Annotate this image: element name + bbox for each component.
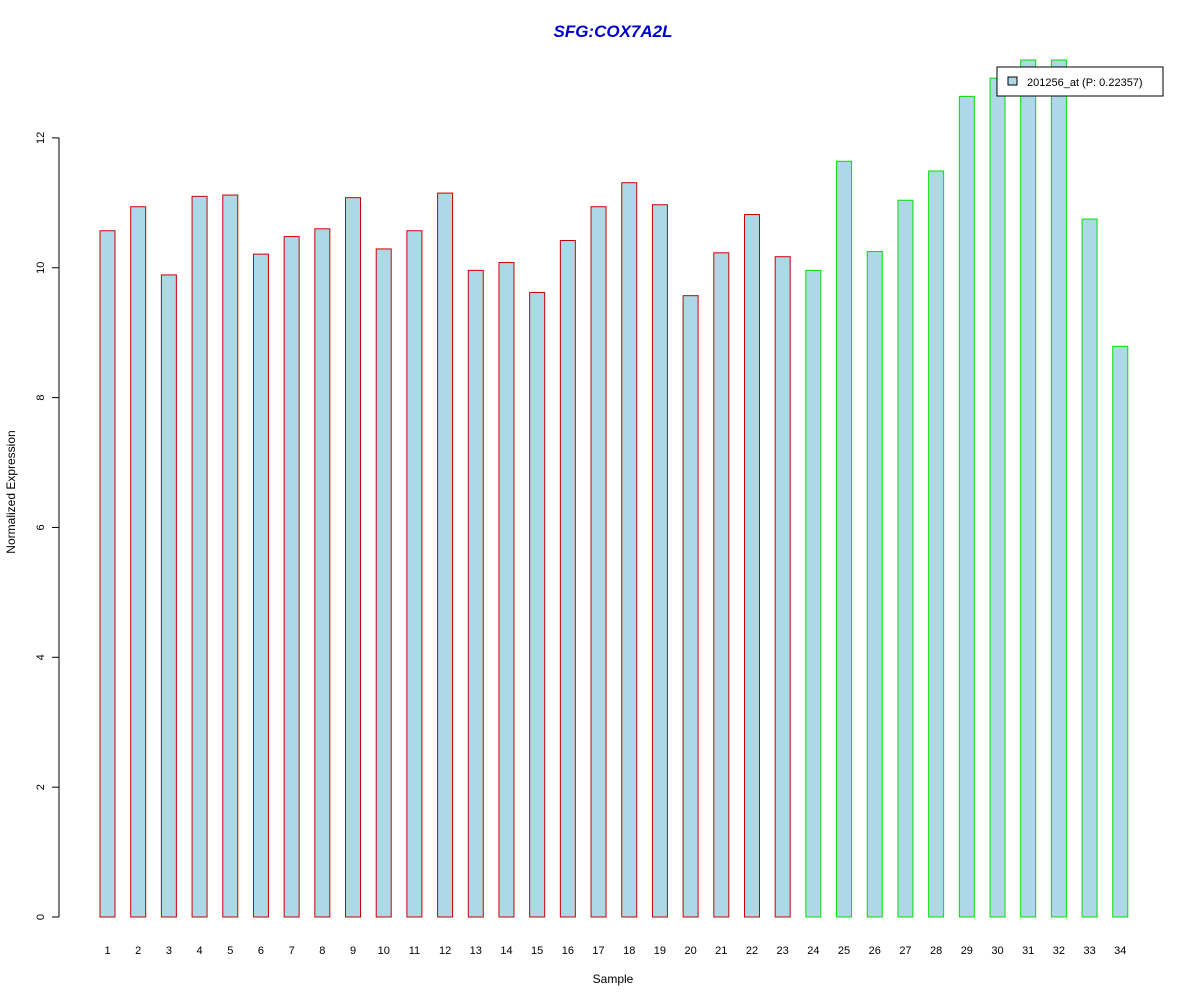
x-tick-label: 7 <box>289 945 295 957</box>
y-tick-label: 6 <box>35 524 47 530</box>
x-axis-label: Sample <box>593 972 634 986</box>
x-tick-label: 17 <box>592 945 604 957</box>
bar <box>743 214 760 918</box>
bar <box>345 197 362 918</box>
bar <box>99 230 116 918</box>
bar <box>1020 59 1037 918</box>
bar <box>774 256 791 918</box>
x-tick-label: 4 <box>197 945 203 957</box>
x-tick-label: 21 <box>715 945 727 957</box>
bar <box>836 160 853 918</box>
bar <box>590 206 607 918</box>
legend-box <box>996 66 1164 97</box>
x-tick-label: 14 <box>500 945 512 957</box>
x-tick-label: 25 <box>838 945 850 957</box>
bar <box>928 170 945 918</box>
x-tick-label: 12 <box>439 945 451 957</box>
x-tick-label: 8 <box>319 945 325 957</box>
x-tick-label: 10 <box>378 945 390 957</box>
bar <box>958 95 975 918</box>
bar <box>467 269 484 918</box>
y-axis-label: Normalized Expression <box>4 430 18 553</box>
x-tick-label: 26 <box>869 945 881 957</box>
bar <box>1081 218 1098 918</box>
bars <box>99 59 1129 918</box>
x-tick-label: 23 <box>777 945 789 957</box>
y-tick-label: 12 <box>35 132 47 144</box>
bar <box>406 230 423 918</box>
x-tick-label: 34 <box>1114 945 1126 957</box>
x-tick-label: 27 <box>899 945 911 957</box>
x-tick-label: 2 <box>135 945 141 957</box>
bar <box>529 291 546 918</box>
x-tick-label: 29 <box>961 945 973 957</box>
x-tick-label: 9 <box>350 945 356 957</box>
y-tick-label: 4 <box>35 654 47 660</box>
bar <box>682 295 699 918</box>
y-axis: 0 2 4 6 8 10 12 <box>35 132 60 920</box>
bar <box>498 262 515 918</box>
bar <box>314 228 331 918</box>
bar <box>222 194 239 918</box>
bar <box>437 192 454 918</box>
x-tick-label: 18 <box>623 945 635 957</box>
bar <box>375 248 392 918</box>
x-tick-label: 28 <box>930 945 942 957</box>
bar <box>866 251 883 918</box>
x-tick-label: 3 <box>166 945 172 957</box>
x-tick-label: 6 <box>258 945 264 957</box>
x-tick-label: 31 <box>1022 945 1034 957</box>
bar <box>160 274 177 918</box>
x-tick-label: 19 <box>654 945 666 957</box>
legend-swatch <box>1007 76 1018 86</box>
x-tick-label: 33 <box>1083 945 1095 957</box>
bar <box>559 239 576 918</box>
bar <box>283 236 300 918</box>
y-tick-label: 8 <box>35 395 47 401</box>
x-tick-label: 24 <box>807 945 819 957</box>
x-tick-label: 30 <box>991 945 1003 957</box>
bar <box>989 77 1006 918</box>
x-tick-label: 32 <box>1053 945 1065 957</box>
bar <box>252 253 269 918</box>
bar <box>130 206 147 918</box>
legend: 201256_at (P: 0.22357) <box>996 66 1164 97</box>
x-tick-label: 11 <box>409 945 420 957</box>
x-tick-label: 15 <box>531 945 543 957</box>
bar <box>713 252 730 918</box>
x-tick-label: 1 <box>104 945 110 957</box>
x-tick-label: 20 <box>684 945 696 957</box>
bar <box>621 182 638 918</box>
bar <box>805 269 822 918</box>
bar <box>897 199 914 918</box>
x-tick-label: 5 <box>227 945 233 957</box>
chart-title: SFG:COX7A2L <box>553 22 672 41</box>
x-axis-ticks: 1 2 3 4 5 6 7 8 9 10 11 12 13 14 15 16 17 18 19 20 21 22 23 24 2… <box>104 945 1126 957</box>
bar <box>1112 345 1129 918</box>
x-tick-label: 22 <box>746 945 758 957</box>
y-tick-label: 2 <box>35 784 47 790</box>
y-tick-label: 0 <box>35 914 47 920</box>
x-tick-label: 16 <box>562 945 574 957</box>
x-tick-label: 13 <box>470 945 482 957</box>
legend-label: 201256_at (P: 0.22357) <box>1027 77 1143 89</box>
y-tick-label: 10 <box>35 262 47 274</box>
bar <box>1050 59 1067 918</box>
bar <box>191 195 208 918</box>
bar <box>651 204 668 918</box>
